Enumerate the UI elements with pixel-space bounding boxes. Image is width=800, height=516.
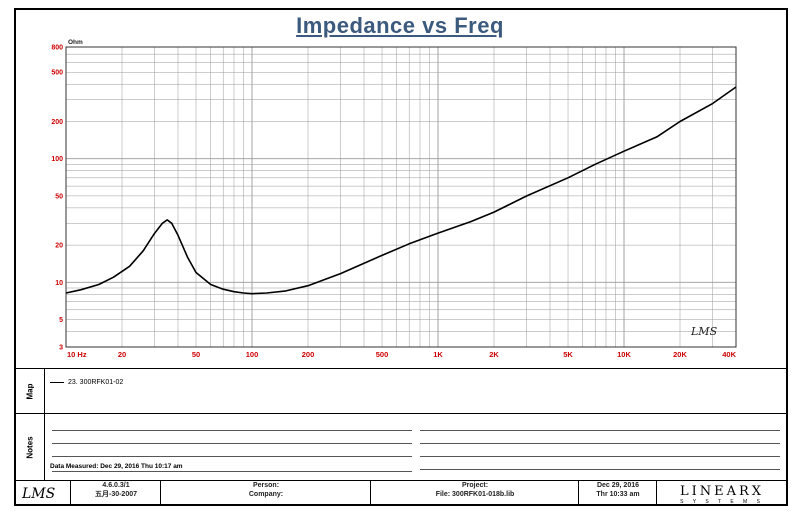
- note-line: [420, 430, 780, 431]
- x-tick-label: 10 Hz: [67, 350, 87, 359]
- data-measured: Data Measured: Dec 29, 2016 Thu 10:17 am: [50, 463, 183, 470]
- project-label: Project:: [461, 482, 489, 489]
- impedance-curve: [65, 86, 737, 295]
- note-line: [52, 471, 412, 472]
- legend-label: 23. 300RFK01-02: [68, 379, 124, 386]
- version-date: 五月-30-2007: [94, 491, 138, 498]
- brand-name: LINEARX: [679, 484, 765, 499]
- y-tick-label: 3: [59, 345, 63, 352]
- footer-date: Dec 29, 2016 Thr 10:33 am: [578, 481, 657, 506]
- report-frame: [14, 8, 788, 506]
- map-tab: Map: [16, 369, 45, 413]
- x-tick-label: 20K: [673, 350, 687, 359]
- brand-tagline: S Y S T E M S: [680, 499, 764, 505]
- x-tick-label: 5K: [563, 350, 573, 359]
- lms-logo: LMS: [22, 486, 56, 502]
- x-tick-label: 10K: [617, 350, 631, 359]
- x-tick-label: 200: [302, 350, 315, 359]
- x-tick-label: 100: [246, 350, 259, 359]
- legend: 23. 300RFK01-02: [50, 379, 123, 386]
- x-tick-label: 2K: [489, 350, 499, 359]
- footer-version: 4.6.0.3/1 五月-30-2007: [70, 481, 161, 506]
- note-line: [420, 443, 780, 444]
- note-line: [52, 456, 412, 457]
- note-line: [52, 443, 412, 444]
- notes-tab: Notes: [16, 414, 45, 481]
- plot-area-border: [65, 46, 737, 348]
- company-label: Company:: [248, 491, 284, 498]
- linearx-logo: LINEARX S Y S T E M S: [658, 484, 786, 505]
- x-tick-label: 1K: [433, 350, 443, 359]
- footer-project: Project: File: 300RFK01-018b.lib: [370, 481, 579, 506]
- x-tick-label: 20: [118, 350, 126, 359]
- chart-title: Impedance vs Freq: [296, 13, 504, 38]
- project-file: File: 300RFK01-018b.lib: [435, 491, 515, 498]
- footer-divider: [16, 480, 788, 481]
- x-tick-label: 500: [376, 350, 389, 359]
- version-number: 4.6.0.3/1: [102, 482, 130, 489]
- y-tick-label: 10: [55, 280, 63, 287]
- date-text: Dec 29, 2016: [596, 482, 640, 489]
- note-line: [420, 456, 780, 457]
- time-text: Thr 10:33 am: [596, 491, 640, 498]
- y-tick-label: 20: [55, 243, 63, 250]
- y-tick-label: 500: [51, 70, 63, 77]
- x-tick-label: 50: [192, 350, 200, 359]
- person-label: Person:: [252, 482, 280, 489]
- legend-line-swatch: [50, 382, 64, 383]
- footer-brand-divider: [656, 481, 657, 506]
- notes-divider: [16, 413, 788, 414]
- footer-person: Person: Company:: [160, 481, 371, 506]
- y-axis-unit-label: Ohm: [68, 39, 83, 46]
- lms-watermark: LMS: [691, 325, 718, 338]
- note-line: [420, 469, 780, 470]
- y-tick-label: 50: [55, 193, 63, 200]
- y-tick-label: 200: [51, 119, 63, 126]
- x-tick-label: 40K: [722, 350, 736, 359]
- note-line: [52, 430, 412, 431]
- y-tick-label: 5: [59, 317, 63, 324]
- y-tick-label: 800: [51, 45, 63, 52]
- map-divider: [16, 368, 788, 369]
- y-tick-label: 100: [51, 156, 63, 163]
